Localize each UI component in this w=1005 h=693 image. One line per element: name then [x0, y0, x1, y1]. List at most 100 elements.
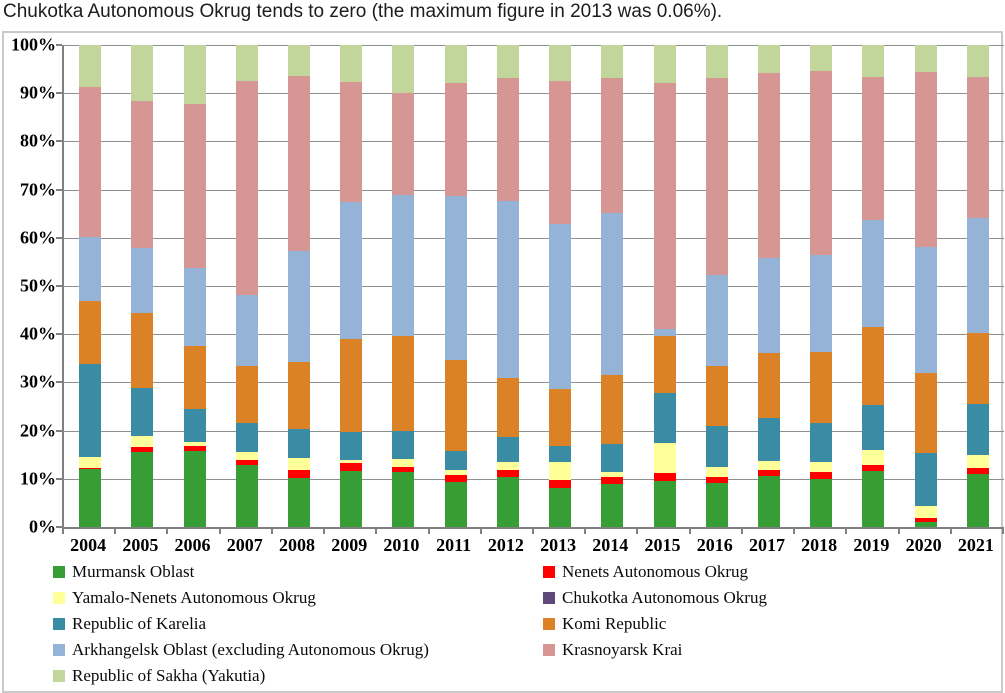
bar-segment	[340, 462, 363, 472]
bar-segment	[287, 470, 310, 478]
bar-segment	[392, 472, 415, 527]
bar-segment	[392, 431, 415, 460]
bar-segment	[444, 360, 467, 451]
bar-segment	[705, 45, 728, 78]
bar-segment	[235, 464, 258, 527]
bar-segment	[705, 467, 728, 477]
gridline-50	[64, 286, 1004, 287]
bar-segment	[601, 444, 624, 473]
bar-segment	[444, 474, 467, 483]
bar-segment	[79, 364, 102, 458]
x-tick-mark	[793, 529, 796, 534]
bar-segment	[862, 327, 885, 406]
bar-segment	[131, 45, 154, 101]
gridline-20	[64, 430, 1004, 432]
gridline-70	[64, 189, 1004, 191]
gridline-30	[64, 382, 1004, 384]
y-tick-label: 50%	[20, 275, 56, 296]
bar-column-2014	[586, 45, 638, 527]
bar-segment	[340, 45, 363, 83]
bar-segment	[235, 460, 258, 465]
x-tick-mark	[1002, 529, 1004, 534]
bar-segment	[183, 45, 206, 104]
bar-column-2021	[952, 45, 1004, 527]
bar-column-2017	[743, 45, 795, 527]
bar-segment	[79, 236, 102, 301]
bar-segment	[914, 372, 937, 453]
gridline-60	[64, 237, 1004, 239]
x-axis-label-2020: 2020	[905, 535, 942, 555]
bar-segment	[601, 484, 624, 527]
gridline-40	[64, 334, 1004, 336]
x-tick-mark	[375, 529, 378, 534]
bar-segment	[287, 458, 310, 471]
bar-column-2004	[64, 45, 116, 527]
bar-segment	[131, 247, 154, 314]
bar-segment	[496, 201, 519, 379]
y-tick-label: 0%	[29, 516, 56, 537]
bar-segment	[392, 336, 415, 432]
x-axis-label-2006: 2006	[174, 535, 211, 555]
bar-segment	[392, 45, 415, 94]
bar-segment	[287, 45, 310, 76]
bar-segment	[914, 247, 937, 373]
bar-segment	[914, 45, 937, 73]
legend-label: Murmansk Oblast	[72, 562, 195, 581]
bar-segment	[549, 487, 572, 527]
x-tick-mark	[166, 529, 169, 534]
bar-segment	[79, 45, 102, 87]
bar-segment	[131, 388, 154, 437]
x-tick-mark	[62, 529, 64, 534]
bar-segment	[496, 77, 519, 202]
bar-column-2010	[377, 45, 429, 527]
bar-segment	[287, 429, 310, 459]
bar-segment	[183, 408, 206, 442]
bar-column-2009	[325, 45, 377, 527]
bar-segment	[757, 418, 780, 461]
bar-segment	[914, 522, 937, 527]
legend-item: Murmansk Oblast	[53, 559, 429, 585]
bar-segment	[601, 476, 624, 485]
bar-segment	[496, 461, 519, 471]
bar-segment	[287, 362, 310, 430]
gridline-10	[64, 478, 1004, 480]
x-axis-label-2019: 2019	[853, 535, 890, 555]
chart-box: 0% 10% 20% 30% 40% 50% 60% 70% 80% 90% 100% 2004 20…	[2, 31, 1004, 693]
bar-segment	[966, 333, 989, 405]
y-tick-label: 20%	[20, 420, 56, 441]
bar-segment	[653, 45, 676, 84]
legend-label: Arkhangelsk Oblast (excluding Autonomous…	[72, 640, 429, 659]
legend-label: Krasnoyarsk Krai	[562, 640, 683, 659]
x-axis-label-2009: 2009	[331, 535, 368, 555]
x-tick-mark	[636, 529, 639, 534]
legend-label: Nenets Autonomous Okrug	[562, 562, 749, 581]
bar-segment	[914, 517, 937, 523]
bar-segment	[235, 422, 258, 452]
bar-segment	[444, 470, 467, 475]
legend-item: Komi Republic	[543, 611, 767, 637]
y-tick-mark	[56, 526, 62, 528]
y-tick-label: 40%	[20, 323, 56, 344]
legend-swatch	[543, 644, 555, 656]
bar-segment	[496, 470, 519, 477]
x-axis-label-2012: 2012	[487, 535, 524, 555]
y-tick-mark	[56, 285, 62, 287]
bar-segment	[757, 73, 780, 259]
bar-segment	[392, 194, 415, 337]
x-tick-mark	[949, 529, 952, 534]
bar-segment	[653, 393, 676, 444]
bar-segment	[601, 472, 624, 477]
y-tick-mark	[56, 381, 62, 384]
bar-segment	[653, 83, 676, 329]
bar-segment	[287, 75, 310, 251]
legend-item: Krasnoyarsk Krai	[543, 637, 767, 663]
bar-segment	[235, 45, 258, 82]
bar-segment	[340, 339, 363, 433]
bar-column-2016	[691, 45, 743, 527]
bar-segment	[705, 483, 728, 527]
bar-segment	[444, 195, 467, 361]
legend-swatch	[543, 592, 555, 604]
bar-segment	[862, 449, 885, 465]
x-tick-mark	[688, 529, 691, 534]
bar-segment	[131, 452, 154, 527]
